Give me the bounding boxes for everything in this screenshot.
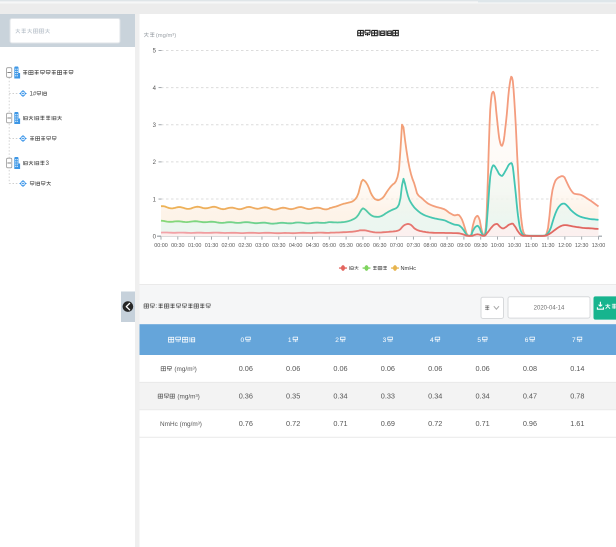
svg-text:12:30: 12:30 (575, 243, 589, 249)
svg-text:13:00: 13:00 (592, 243, 606, 249)
svg-text:12:00: 12:00 (558, 243, 572, 249)
svg-text:07:30: 07:30 (407, 243, 421, 249)
svg-text:0.06: 0.06 (239, 364, 253, 373)
svg-text:0.71: 0.71 (475, 419, 489, 428)
svg-text:0: 0 (153, 234, 157, 240)
svg-text:0.34: 0.34 (333, 392, 347, 401)
svg-text:6: 6 (525, 337, 529, 344)
svg-text:NmHc (mg/m³): NmHc (mg/m³) (160, 421, 202, 428)
svg-text:7: 7 (572, 337, 576, 344)
svg-text:0.69: 0.69 (381, 419, 395, 428)
svg-text:0.78: 0.78 (570, 392, 584, 401)
svg-text:3: 3 (153, 123, 157, 129)
svg-text:2: 2 (153, 160, 157, 166)
svg-text:0.35: 0.35 (286, 392, 300, 401)
svg-text:3: 3 (46, 161, 50, 167)
svg-text::: : (155, 304, 157, 310)
svg-text:02:30: 02:30 (238, 243, 252, 249)
svg-text:05:00: 05:00 (323, 243, 337, 249)
svg-text:(mg/m³): (mg/m³) (177, 393, 199, 400)
svg-text:0.72: 0.72 (286, 419, 300, 428)
svg-text:3: 3 (383, 337, 387, 344)
svg-text:0.06: 0.06 (428, 364, 442, 373)
svg-text:0.14: 0.14 (570, 364, 584, 373)
svg-text:5: 5 (153, 49, 157, 55)
svg-text:0.96: 0.96 (523, 419, 537, 428)
svg-text:0.06: 0.06 (381, 364, 395, 373)
svg-text:09:30: 09:30 (474, 243, 488, 249)
svg-text:07:00: 07:00 (390, 243, 404, 249)
svg-text:0.76: 0.76 (239, 419, 253, 428)
svg-text:05:30: 05:30 (339, 243, 353, 249)
svg-text:10:00: 10:00 (491, 243, 505, 249)
svg-text:4: 4 (153, 86, 157, 92)
svg-text:0.06: 0.06 (333, 364, 347, 373)
svg-text:2020-04-14: 2020-04-14 (534, 306, 565, 312)
svg-text:5: 5 (477, 337, 481, 344)
svg-text:08:30: 08:30 (440, 243, 454, 249)
svg-text:0.36: 0.36 (239, 392, 253, 401)
svg-text:03:30: 03:30 (272, 243, 286, 249)
svg-text:04:00: 04:00 (289, 243, 303, 249)
svg-text:0.34: 0.34 (475, 392, 489, 401)
svg-text:0.06: 0.06 (286, 364, 300, 373)
svg-text:06:00: 06:00 (356, 243, 370, 249)
svg-text:08:00: 08:00 (423, 243, 437, 249)
svg-text:2: 2 (335, 337, 339, 344)
svg-text:03:00: 03:00 (255, 243, 269, 249)
svg-text:0.33: 0.33 (381, 392, 395, 401)
svg-text:00:30: 00:30 (171, 243, 185, 249)
svg-text:04:30: 04:30 (306, 243, 320, 249)
svg-text:(mg/m³): (mg/m³) (156, 33, 176, 39)
svg-text:0.72: 0.72 (428, 419, 442, 428)
svg-text:0.06: 0.06 (475, 364, 489, 373)
svg-text:1#: 1# (30, 92, 37, 98)
svg-text:1: 1 (153, 197, 157, 203)
svg-text:4: 4 (430, 337, 434, 344)
svg-text:NmHc: NmHc (401, 266, 417, 272)
svg-text:01:00: 01:00 (188, 243, 202, 249)
svg-text:11:00: 11:00 (525, 243, 538, 249)
svg-text:06:30: 06:30 (373, 243, 387, 249)
svg-text:09:00: 09:00 (457, 243, 471, 249)
svg-text:1: 1 (288, 337, 292, 344)
svg-text:0.34: 0.34 (428, 392, 442, 401)
svg-text:1.61: 1.61 (570, 419, 584, 428)
svg-text:02:00: 02:00 (222, 243, 236, 249)
svg-text:11:30: 11:30 (541, 243, 554, 249)
svg-text:0.47: 0.47 (523, 392, 537, 401)
svg-text:0.71: 0.71 (333, 419, 347, 428)
svg-text:0: 0 (241, 337, 245, 344)
svg-text:(mg/m³): (mg/m³) (174, 366, 196, 373)
svg-text:10:30: 10:30 (508, 243, 522, 249)
svg-text:0.08: 0.08 (523, 364, 537, 373)
svg-text:00:00: 00:00 (154, 243, 168, 249)
svg-text:01:30: 01:30 (205, 243, 219, 249)
